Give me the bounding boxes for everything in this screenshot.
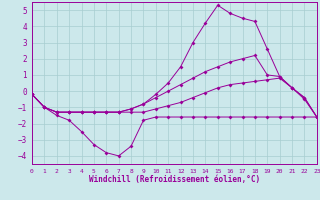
X-axis label: Windchill (Refroidissement éolien,°C): Windchill (Refroidissement éolien,°C) xyxy=(89,175,260,184)
